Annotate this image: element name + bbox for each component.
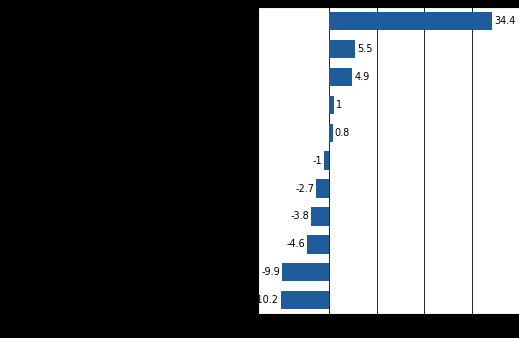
Text: -3.8: -3.8: [291, 212, 309, 221]
Text: 1: 1: [336, 100, 342, 110]
Bar: [329, 68, 352, 86]
Text: 0.8: 0.8: [335, 127, 350, 138]
Bar: [329, 96, 334, 114]
Text: 4.9: 4.9: [354, 72, 370, 82]
Text: -2.7: -2.7: [295, 184, 315, 194]
Text: -9.9: -9.9: [262, 267, 280, 277]
Text: -4.6: -4.6: [286, 239, 305, 249]
Bar: [329, 11, 493, 30]
Bar: [311, 208, 329, 225]
Text: 34.4: 34.4: [494, 16, 516, 26]
Bar: [307, 235, 329, 254]
Bar: [329, 40, 355, 58]
Bar: [281, 291, 329, 310]
Bar: [324, 151, 329, 170]
Text: 5.5: 5.5: [357, 44, 373, 54]
Text: -10.2: -10.2: [254, 295, 279, 305]
Bar: [329, 123, 333, 142]
Bar: [282, 263, 329, 282]
Bar: [316, 179, 329, 198]
Text: -1: -1: [313, 155, 322, 166]
